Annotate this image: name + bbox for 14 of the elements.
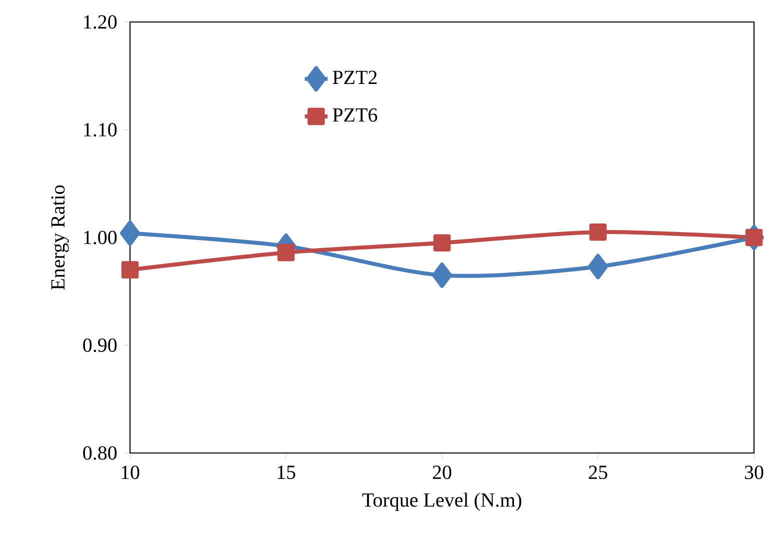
x-axis-title: Torque Level (N.m) [362, 492, 522, 511]
legend-label: PZT2 [332, 70, 377, 84]
y-tick-label: 1.20 [84, 15, 117, 29]
y-tick-label: 1.00 [84, 230, 117, 244]
x-tick-label: 15 [278, 466, 296, 480]
y-tick-label: 0.90 [83, 338, 117, 352]
legend-label: PZT6 [332, 108, 378, 122]
y-axis-title: Energy Ratio [51, 185, 69, 290]
y-tick-label: 0.80 [83, 446, 117, 460]
x-tick-label: 25 [588, 466, 608, 480]
x-tick-label: 20 [432, 466, 452, 480]
x-tick-label: 30 [744, 466, 764, 480]
y-tick-label: 1.10 [84, 122, 117, 137]
x-tick-label: 10 [122, 466, 140, 480]
